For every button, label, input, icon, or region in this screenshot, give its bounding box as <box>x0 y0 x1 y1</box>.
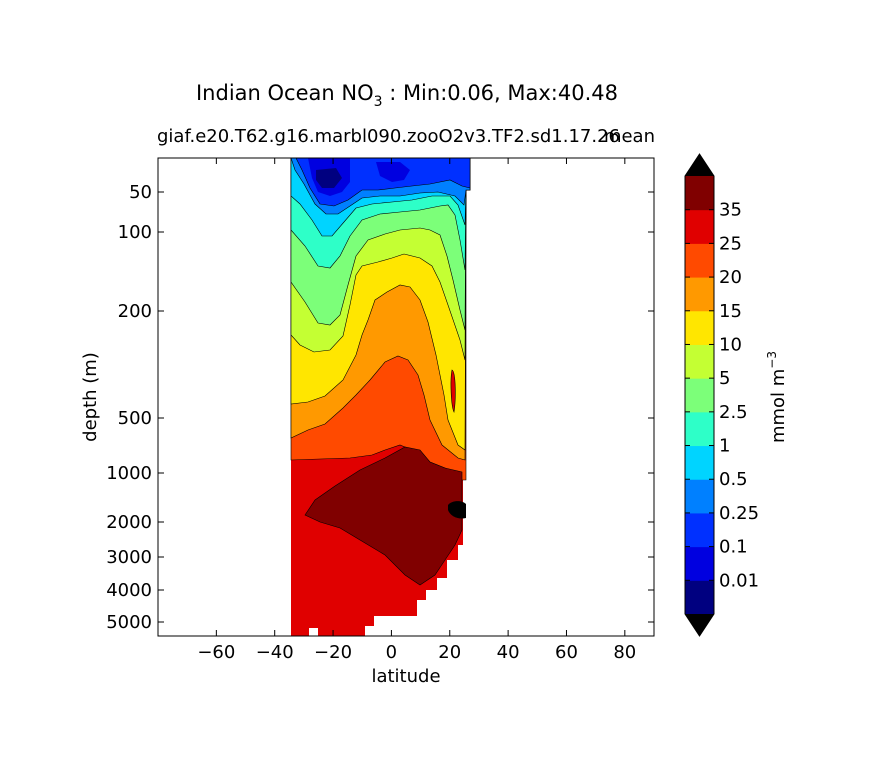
y-axis-label: depth (m) <box>80 352 101 442</box>
nitrate-inset-feature <box>450 369 456 413</box>
y-tick-label: 5000 <box>106 612 152 633</box>
colorbar-segment <box>685 479 714 514</box>
colorbar-tick-label: 20 <box>719 267 742 288</box>
x-tick-label: 0 <box>386 642 397 663</box>
y-tick-label: 1000 <box>106 463 152 484</box>
colorbar: 0.01 0.1 0.25 0.5 1 2.5 5 10 15 20 25 35 <box>684 153 759 637</box>
colorbar-tick-label: 0.01 <box>719 570 759 591</box>
x-tick-label: −40 <box>256 642 294 663</box>
colorbar-tick-label: 10 <box>719 334 742 355</box>
colorbar-segment <box>685 378 714 413</box>
colorbar-segment <box>685 512 714 548</box>
y-tick-label: 3000 <box>106 547 152 568</box>
x-axis-label: latitude <box>371 666 440 687</box>
y-axis: 50 100 200 500 1000 2000 3000 4000 5000 <box>106 182 654 633</box>
plot-frame <box>157 157 655 637</box>
colorbar-segment <box>685 310 714 345</box>
y-tick-label: 2000 <box>106 512 152 533</box>
nitrate-region-above-35 <box>304 446 463 586</box>
colorbar-tick-label: 2.5 <box>719 402 748 423</box>
x-tick-label: 40 <box>497 642 520 663</box>
colorbar-segment <box>685 411 714 447</box>
colorbar-segment <box>685 445 714 480</box>
colorbar-segment <box>685 243 714 278</box>
colorbar-segment <box>685 176 714 211</box>
x-axis: −60 −40 −20 0 20 40 60 80 <box>197 158 636 663</box>
colorbar-tick-label: 35 <box>719 200 742 221</box>
colorbar-tick-label: 25 <box>719 233 742 254</box>
x-tick-label: −60 <box>197 642 235 663</box>
y-tick-label: 100 <box>118 222 152 243</box>
chart-title: Indian Ocean NO3 : Min:0.06, Max:40.48 <box>196 81 618 110</box>
colorbar-segment <box>685 277 714 312</box>
x-tick-label: 20 <box>438 642 461 663</box>
nitrate-region-above-max <box>448 501 466 519</box>
chart-subtitle-right: mean <box>604 126 655 147</box>
y-tick-label: 4000 <box>106 580 152 601</box>
colorbar-tick-label: 5 <box>719 368 730 389</box>
colorbar-segment <box>685 580 714 615</box>
y-tick-label: 50 <box>129 182 152 203</box>
x-tick-label: 60 <box>555 642 578 663</box>
nitrate-region-below-0.01 <box>316 168 342 188</box>
colorbar-extend-max <box>685 154 714 176</box>
colorbar-segment <box>685 344 714 379</box>
colorbar-tick-label: 0.5 <box>719 469 748 490</box>
colorbar-extend-min <box>685 614 714 636</box>
colorbar-tick-label: 0.1 <box>719 537 748 558</box>
y-tick-label: 200 <box>118 301 152 322</box>
nitrate-region-0.01-0.1-equator <box>376 162 410 182</box>
colorbar-segment <box>685 209 714 244</box>
colorbar-tick-label: 15 <box>719 301 742 322</box>
colorbar-segment <box>685 546 714 581</box>
x-tick-label: −20 <box>314 642 352 663</box>
plot-area: −60 −40 −20 0 20 40 60 80 50 100 200 500 1000 2000 30… <box>106 157 655 663</box>
colorbar-outline <box>684 153 715 637</box>
chart-subtitle: giaf.e20.T62.g16.marbl090.zooO2v3.TF2.sd… <box>157 126 620 147</box>
y-tick-label: 500 <box>118 408 152 429</box>
x-tick-label: 80 <box>613 642 636 663</box>
contour-field <box>290 157 471 636</box>
colorbar-tick-label: 0.25 <box>719 503 759 524</box>
colorbar-label: mmol m−3 <box>765 351 789 443</box>
colorbar-tick-label: 1 <box>719 436 730 457</box>
